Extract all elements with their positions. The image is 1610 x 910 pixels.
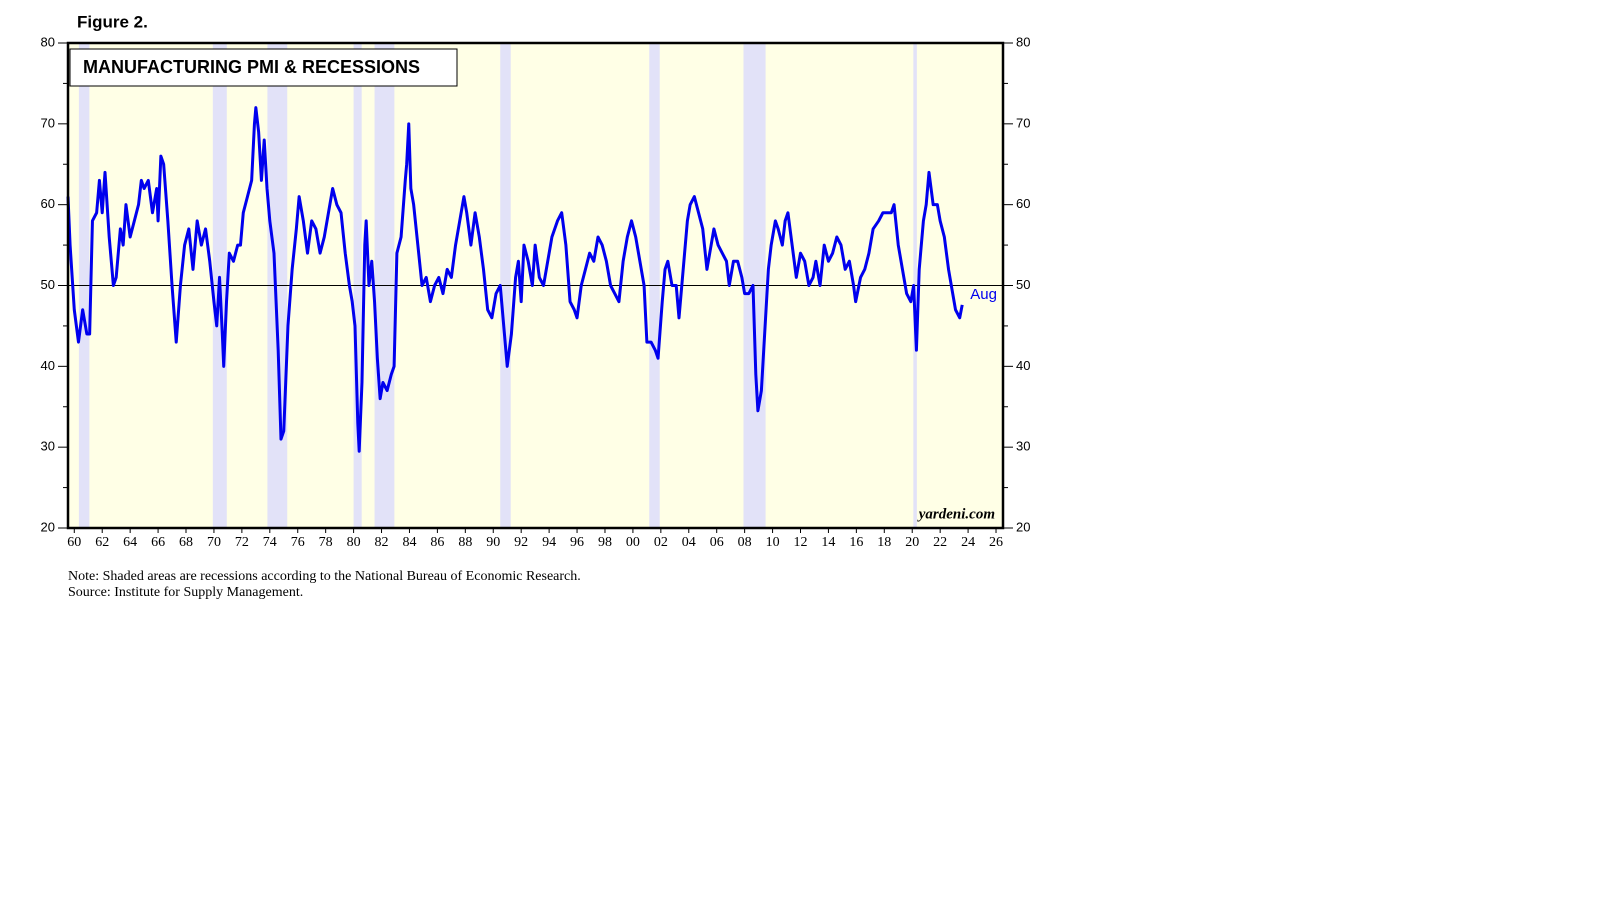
x-tick-label: 14: [821, 535, 835, 550]
x-tick-label: 98: [598, 535, 612, 550]
end-annotation: Aug: [970, 286, 997, 303]
x-tick-label: 68: [179, 535, 193, 550]
x-tick-label: 10: [766, 535, 780, 550]
x-tick-label: 76: [291, 535, 305, 550]
figure-label: Figure 2.: [77, 12, 148, 31]
source: Source: Institute for Supply Management.: [68, 585, 303, 600]
y2-tick-label: 50: [1016, 277, 1030, 292]
y2-tick-label: 30: [1016, 439, 1030, 454]
y-tick-label: 30: [41, 439, 55, 454]
x-tick-label: 20: [905, 535, 919, 550]
title-box: [69, 48, 458, 87]
y-tick-label: 60: [41, 196, 55, 211]
y2-tick-label: 70: [1016, 115, 1030, 130]
y2-tick-label: 20: [1016, 519, 1030, 534]
x-tick-label: 84: [402, 535, 416, 550]
x-tick-label: 82: [375, 535, 389, 550]
x-tick-label: 92: [514, 535, 528, 550]
x-tick-label: 72: [235, 535, 249, 550]
y-tick-label: 80: [41, 34, 55, 49]
y2-tick-label: 80: [1016, 34, 1030, 49]
pmi-line: [66, 106, 964, 453]
x-tick-label: 94: [542, 535, 556, 550]
x-tick-label: 24: [961, 535, 975, 550]
x-tick-label: 16: [849, 535, 863, 550]
x-tick-label: 62: [95, 535, 109, 550]
x-tick-label: 78: [319, 535, 333, 550]
x-tick-label: 00: [626, 535, 640, 550]
x-tick-label: 08: [738, 535, 752, 550]
y2-tick-label: 40: [1016, 358, 1030, 373]
x-tick-label: 12: [793, 535, 807, 550]
x-tick-label: 74: [263, 535, 277, 550]
x-tick-label: 04: [682, 535, 696, 550]
x-tick-label: 06: [710, 535, 724, 550]
x-tick-label: 02: [654, 535, 668, 550]
x-tick-label: 64: [123, 535, 137, 550]
watermark: yardeni.com: [917, 506, 995, 522]
chart-title: MANUFACTURING PMI & RECESSIONS: [83, 57, 420, 77]
x-tick-label: 18: [877, 535, 891, 550]
x-tick-label: 22: [933, 535, 947, 550]
x-tick-label: 70: [207, 535, 221, 550]
x-tick-label: 66: [151, 535, 165, 550]
x-tick-label: 90: [486, 535, 500, 550]
note: Note: Shaded areas are recessions accord…: [68, 569, 581, 584]
y-tick-label: 70: [41, 115, 55, 130]
x-tick-label: 96: [570, 535, 584, 550]
y-tick-label: 50: [41, 277, 55, 292]
x-tick-label: 26: [989, 535, 1003, 550]
x-tick-label: 86: [430, 535, 444, 550]
y2-tick-label: 60: [1016, 196, 1030, 211]
x-tick-label: 60: [67, 535, 81, 550]
y-tick-label: 20: [41, 519, 55, 534]
x-tick-label: 80: [347, 535, 361, 550]
x-tick-label: 88: [458, 535, 472, 550]
y-tick-label: 40: [41, 358, 55, 373]
